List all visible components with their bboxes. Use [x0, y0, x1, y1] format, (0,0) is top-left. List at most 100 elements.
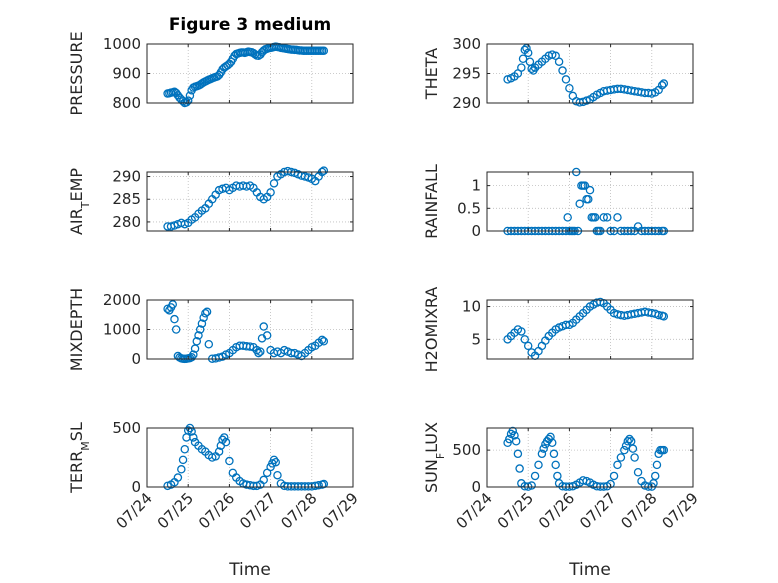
data-point — [584, 194, 593, 204]
axes-box — [486, 299, 694, 360]
data-point — [517, 63, 526, 72]
data-point — [317, 335, 327, 345]
y-tick-label: 0.5 — [457, 199, 481, 217]
x-axis-label: Time — [568, 560, 611, 580]
data-point — [537, 341, 547, 351]
data-point — [517, 327, 526, 336]
y-tick-label: 500 — [112, 419, 141, 437]
data-point — [189, 350, 198, 359]
data-point — [590, 213, 600, 222]
data-point — [189, 433, 198, 442]
data-point — [547, 438, 557, 447]
data-point — [523, 48, 533, 58]
data-point — [185, 91, 195, 100]
data-point — [511, 437, 521, 446]
data-point — [534, 460, 543, 470]
y-axis-label: PRESSURE — [67, 31, 86, 115]
data-point — [613, 460, 622, 470]
data-point — [269, 179, 279, 188]
data-point — [575, 199, 584, 209]
y-tick-label: 290 — [112, 168, 141, 186]
data-point — [525, 57, 535, 66]
data-point — [609, 471, 619, 481]
data-point — [173, 473, 183, 482]
data-point — [254, 348, 263, 358]
data-point — [269, 455, 279, 465]
y-tick-label: 10 — [462, 298, 481, 316]
data-point — [621, 441, 631, 450]
data-point — [630, 453, 639, 462]
data-point — [202, 307, 212, 317]
data-point — [537, 449, 547, 459]
y-axis-label: H2OMIXRA — [422, 287, 441, 373]
data-point — [599, 213, 608, 222]
data-point — [214, 447, 224, 456]
data-point — [256, 347, 265, 356]
data-point — [170, 314, 179, 324]
y-tick-label: 800 — [112, 94, 141, 112]
data-point — [549, 449, 559, 459]
x-tick-label: 07/25 — [494, 489, 537, 532]
y-tick-label: 295 — [452, 65, 481, 83]
y-axis-label: THETA — [422, 48, 441, 100]
x-tick-label: 07/27 — [236, 489, 279, 532]
data-point — [214, 353, 224, 362]
data-point — [225, 456, 234, 466]
axes-box — [146, 427, 354, 488]
data-point — [201, 309, 210, 318]
data-point — [530, 471, 540, 481]
data-point — [625, 434, 634, 444]
y-tick-label: 1 — [471, 177, 481, 195]
subplot-1: 800 900 1000 PRESSURE — [67, 31, 354, 116]
data-point — [319, 166, 329, 175]
data-point — [659, 445, 669, 455]
x-axis-label: Time — [228, 560, 271, 580]
data-point — [262, 331, 272, 340]
data-point — [546, 432, 555, 442]
data-point — [613, 213, 622, 222]
y-tick-label: 285 — [112, 190, 141, 208]
data-point — [518, 54, 528, 64]
data-point — [554, 57, 564, 66]
data-point — [183, 96, 193, 105]
data-point — [171, 325, 181, 334]
y-axis-label: MIXDEPTH — [67, 288, 86, 371]
data-point — [565, 84, 574, 93]
y-tick-label: 500 — [452, 441, 481, 459]
y-tick-label: 300 — [452, 35, 481, 53]
data-point — [539, 444, 548, 453]
subplot-4: 0 0.5 1 RAINFALL — [422, 164, 694, 240]
chart-title: Figure 3 medium — [169, 15, 331, 35]
data-point — [168, 300, 177, 309]
data-point — [585, 185, 595, 195]
data-point — [177, 465, 186, 474]
data-point — [182, 98, 191, 107]
y-axis-label: TERRMSL — [67, 422, 92, 494]
y-tick-label: 290 — [452, 94, 481, 112]
data-point — [245, 342, 255, 351]
data-point — [633, 467, 643, 477]
y-tick-label: 0 — [471, 222, 481, 240]
x-tick-label: 07/25 — [154, 489, 197, 532]
data-point — [553, 471, 562, 481]
y-tick-label: 900 — [112, 65, 141, 83]
subplot-3: 280 285 290 AIRTEMP — [67, 166, 354, 235]
data-point — [623, 437, 633, 446]
x-tick-label: 07/28 — [277, 489, 320, 532]
subplot-6: 5 10 H2OMIXRA — [422, 287, 694, 373]
x-tick-label: 07/27 — [576, 489, 619, 532]
data-point — [563, 213, 572, 222]
data-point — [192, 337, 202, 346]
y-tick-label: 0 — [471, 478, 481, 496]
data-point — [273, 470, 282, 480]
data-point — [314, 480, 323, 490]
data-point — [195, 325, 205, 334]
data-point — [616, 453, 626, 462]
x-tick-label: 07/26 — [195, 489, 238, 532]
data-point — [180, 444, 190, 454]
data-point — [602, 213, 612, 222]
data-point — [271, 457, 280, 467]
data-point — [259, 475, 268, 485]
data-point — [523, 341, 533, 351]
